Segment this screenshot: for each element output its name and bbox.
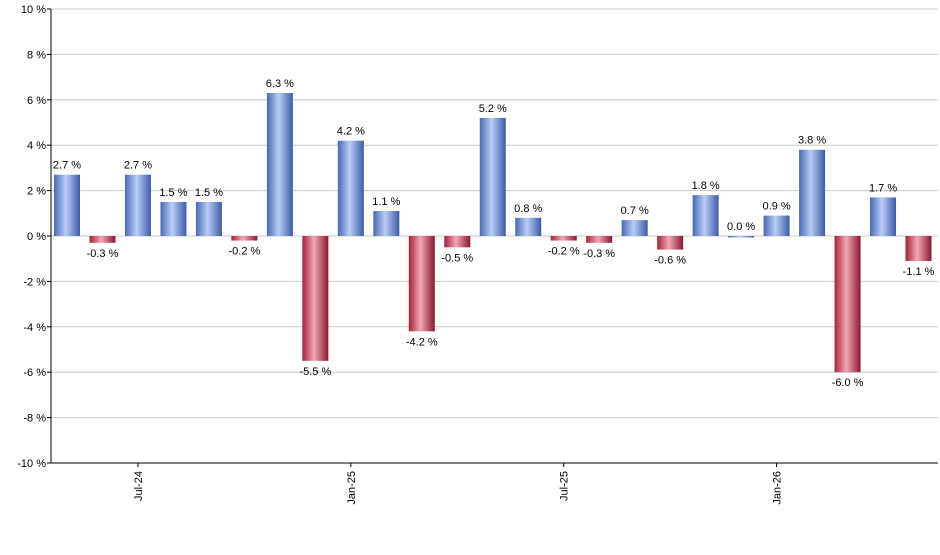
x-tick-label: Jul-25 [559,471,571,501]
data-label: -0.2 % [548,246,580,258]
data-label: 1.5 % [195,187,223,199]
data-label: 0.7 % [621,205,649,217]
data-label: -0.3 % [583,248,615,260]
data-label: 1.1 % [372,196,400,208]
y-tick-label: 0 % [27,231,46,243]
data-label: -1.1 % [903,266,935,278]
y-tick-label: 2 % [27,186,46,198]
bar-negative [657,236,684,250]
x-tick-label: Jan-25 [346,471,358,505]
bar-positive [195,201,222,236]
bar-positive [728,236,755,238]
bar-positive [54,174,80,236]
data-label: 3.8 % [798,135,826,147]
bar-negative [586,236,613,243]
y-tick-label: -2 % [23,276,46,288]
data-label: 5.2 % [479,103,507,115]
y-tick-label: 10 % [21,4,46,16]
bar-positive [799,149,826,236]
y-tick-label: 8 % [27,49,46,61]
bar-negative [302,236,329,361]
bar-positive [621,220,648,236]
bar-positive [479,117,506,236]
bar-negative [550,236,577,241]
y-tick-label: 4 % [27,140,46,152]
bar-positive [124,174,151,236]
bar-negative [231,236,258,241]
bar-negative [444,236,471,248]
data-label: -4.2 % [406,336,438,348]
data-label: 0.9 % [763,201,791,213]
bar-positive [373,211,400,236]
bar-positive [692,195,719,236]
bar-negative [408,236,435,332]
data-label: 6.3 % [266,78,294,90]
bar-negative [905,236,932,261]
bar-positive [337,140,364,236]
bar-negative [89,236,116,243]
axes: -10 % -8 % -6 % -4 % -2 % 0 % 2 % 4 % 6 % 8 % 10 %… [17,4,938,505]
x-tick-label: Jul-24 [133,471,145,501]
data-label: 1.7 % [869,182,897,194]
data-labels: 2.7 % -0.3 % 2.7 % 1.5 % 1.5 % -0.2 % 6.3 % -5.… [53,78,935,389]
data-label: -6.0 % [832,377,864,389]
bar-positive [515,217,542,236]
data-label: 2.7 % [53,160,81,172]
y-tick-label: -10 % [17,458,46,470]
x-tick-label: Jan-26 [772,471,784,505]
y-tick-label: -4 % [23,322,46,334]
data-label: -0.2 % [229,246,261,258]
data-label: -0.6 % [654,255,686,267]
y-tick-label: -6 % [23,367,46,379]
data-label: -0.5 % [441,252,473,264]
data-label: 4.2 % [337,126,365,138]
bar-negative [834,236,861,373]
bar-positive [870,197,897,236]
y-tick-label: 6 % [27,95,46,107]
bars [54,92,932,373]
data-label: 0.0 % [727,221,755,233]
data-label: 2.7 % [124,160,152,172]
bar-positive [763,215,790,236]
data-label: -5.5 % [299,366,331,378]
data-label: 0.8 % [514,203,542,215]
bar-positive [160,201,187,236]
data-label: -0.3 % [87,248,119,260]
data-label: 1.8 % [692,180,720,192]
data-label: 1.5 % [159,187,187,199]
y-tick-label: -8 % [23,413,46,425]
bar-positive [266,92,293,237]
